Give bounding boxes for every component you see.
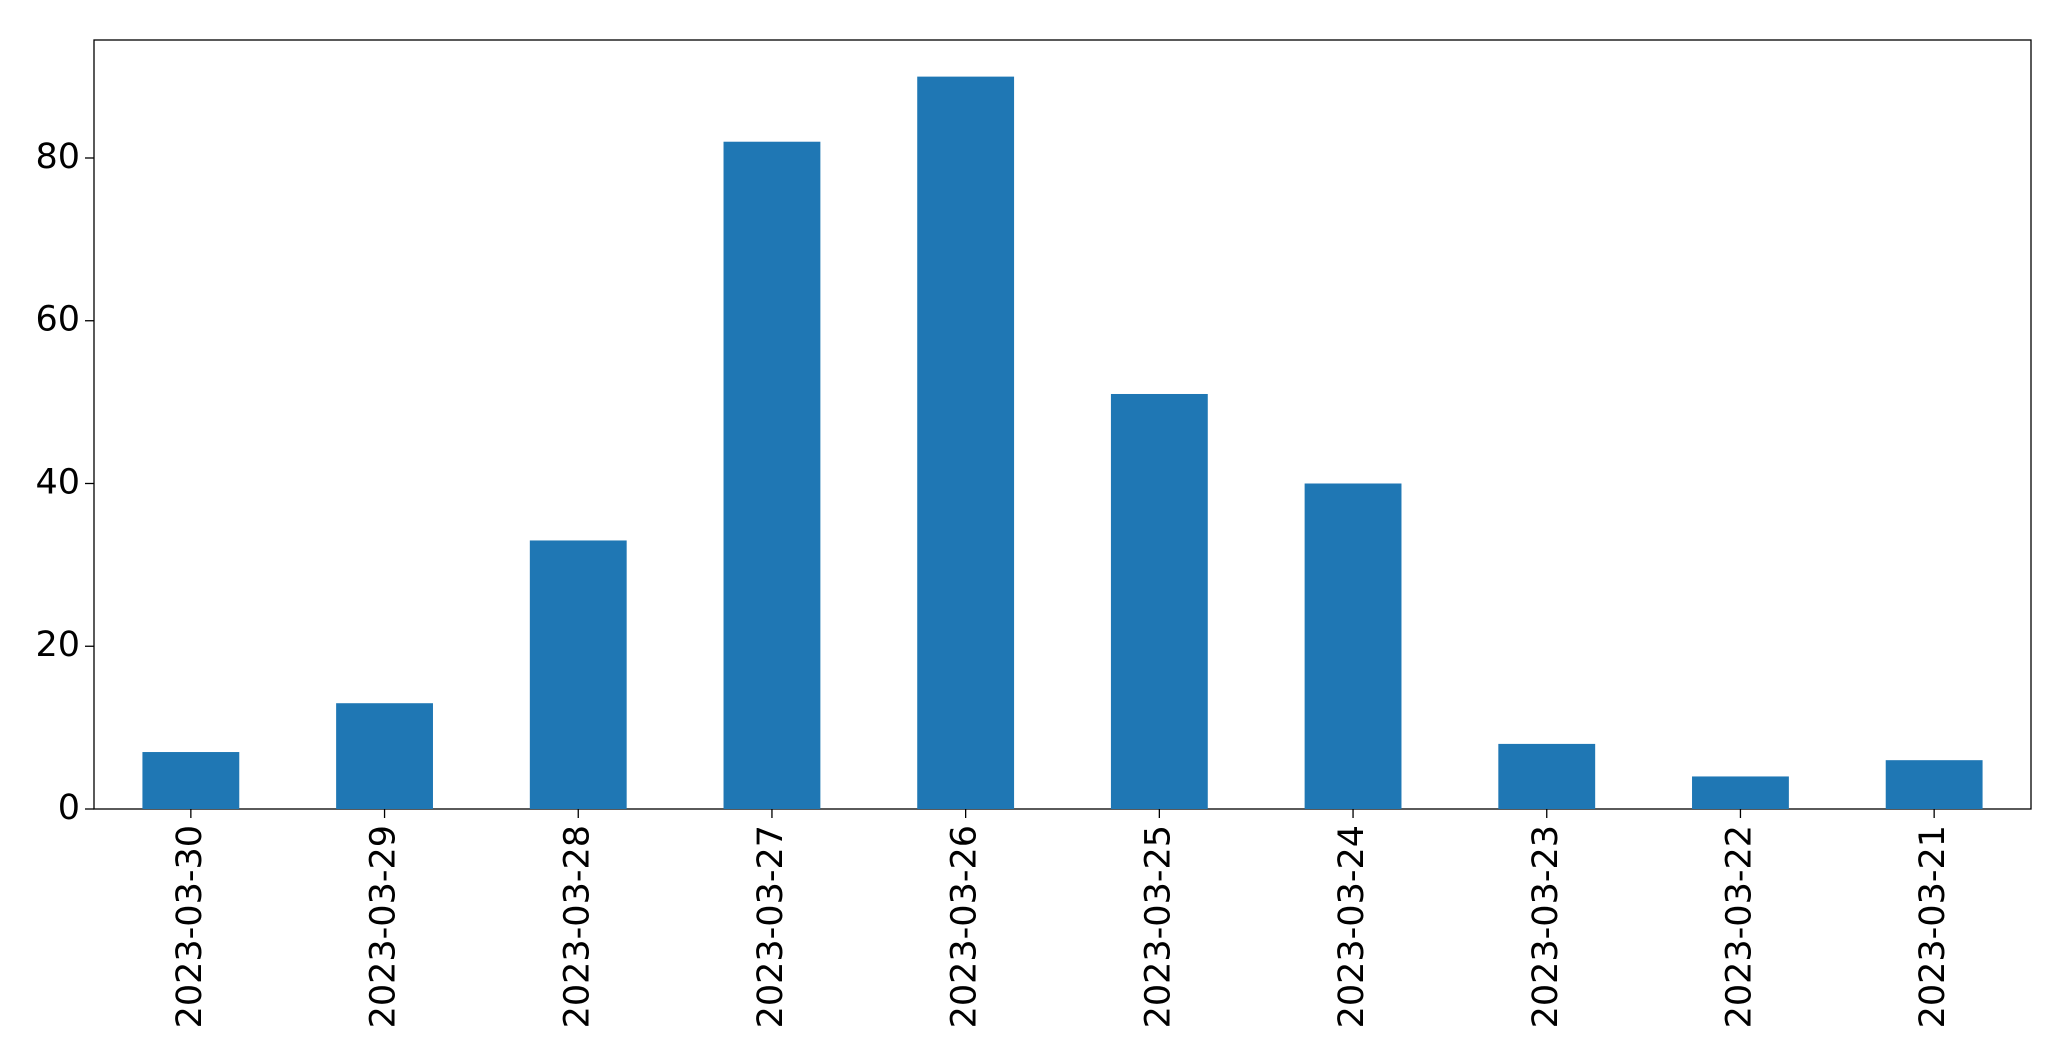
x-tick-label: 2023-03-26 bbox=[945, 825, 985, 1028]
y-tick-label: 0 bbox=[58, 788, 80, 828]
plot-frame bbox=[93, 39, 2032, 810]
x-tick-label: 2023-03-21 bbox=[1913, 825, 1953, 1028]
y-tick-label: 40 bbox=[35, 462, 80, 502]
bar bbox=[1885, 760, 1983, 809]
y-tick-label: 20 bbox=[35, 625, 80, 665]
x-tick-label: 2023-03-28 bbox=[557, 825, 597, 1028]
bar bbox=[1304, 483, 1402, 809]
x-tick-label: 2023-03-29 bbox=[364, 825, 404, 1028]
y-tick-label: 60 bbox=[35, 300, 80, 340]
x-tick-label: 2023-03-27 bbox=[751, 825, 791, 1028]
x-tick-label: 2023-03-24 bbox=[1332, 825, 1372, 1028]
bar bbox=[529, 540, 627, 809]
x-tick-label: 2023-03-23 bbox=[1526, 825, 1566, 1028]
bar bbox=[142, 752, 240, 809]
bar bbox=[723, 141, 821, 809]
bar bbox=[336, 703, 433, 809]
bar bbox=[1692, 776, 1789, 809]
y-tick-label: 80 bbox=[35, 137, 80, 177]
x-tick-label: 2023-03-25 bbox=[1138, 825, 1178, 1028]
bar bbox=[1110, 393, 1208, 809]
bar bbox=[917, 76, 1015, 810]
x-tick-label: 2023-03-22 bbox=[1719, 825, 1759, 1028]
x-tick-label: 2023-03-30 bbox=[170, 825, 210, 1028]
bar bbox=[1498, 743, 1596, 809]
